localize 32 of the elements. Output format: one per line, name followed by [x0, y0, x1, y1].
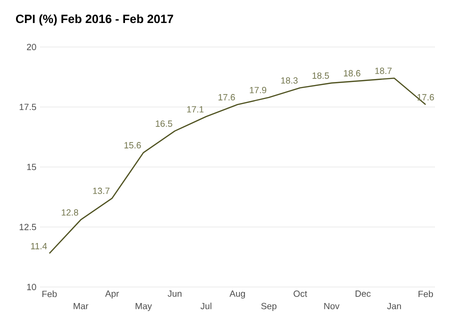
data-label: 17.6	[218, 94, 235, 100]
data-label: 18.5	[312, 72, 329, 79]
y-tick-label: 17.5	[20, 104, 36, 110]
y-tick-label: 10	[27, 284, 36, 290]
x-tick-label: Feb	[418, 290, 433, 298]
y-tick-label: 15	[27, 164, 36, 170]
chart-title: CPI (%) Feb 2016 - Feb 2017	[16, 14, 174, 26]
y-tick-label: 12.5	[20, 224, 36, 230]
x-tick-label: Apr	[105, 290, 119, 299]
x-tick-label: Oct	[294, 290, 308, 297]
data-label: 18.3	[281, 77, 298, 84]
data-label: 17.9	[250, 86, 266, 94]
data-label: 13.7	[93, 188, 110, 194]
x-tick-label: Feb	[42, 290, 57, 298]
data-label: 12.8	[62, 209, 78, 216]
data-label: 18.7	[375, 68, 392, 74]
x-tick-label: Jun	[168, 290, 182, 297]
x-tick-label: Dec	[356, 290, 371, 297]
x-tick-label: Jan	[387, 302, 401, 310]
x-tick-label: May	[136, 302, 152, 312]
data-label: 16.5	[156, 120, 172, 127]
data-label: 15.6	[124, 142, 141, 148]
data-label: 18.6	[344, 70, 360, 76]
x-tick-label: Mar	[74, 302, 88, 310]
x-tick-label: Nov	[324, 302, 340, 310]
x-tick-label: Aug	[230, 290, 245, 299]
data-label: 17.6	[418, 94, 434, 100]
data-label: 17.1	[187, 106, 204, 112]
x-tick-label: Jul	[200, 302, 212, 310]
data-label: 11.4	[31, 243, 47, 250]
x-tick-label: Sep	[261, 302, 276, 312]
y-tick-label: 20	[26, 44, 36, 50]
